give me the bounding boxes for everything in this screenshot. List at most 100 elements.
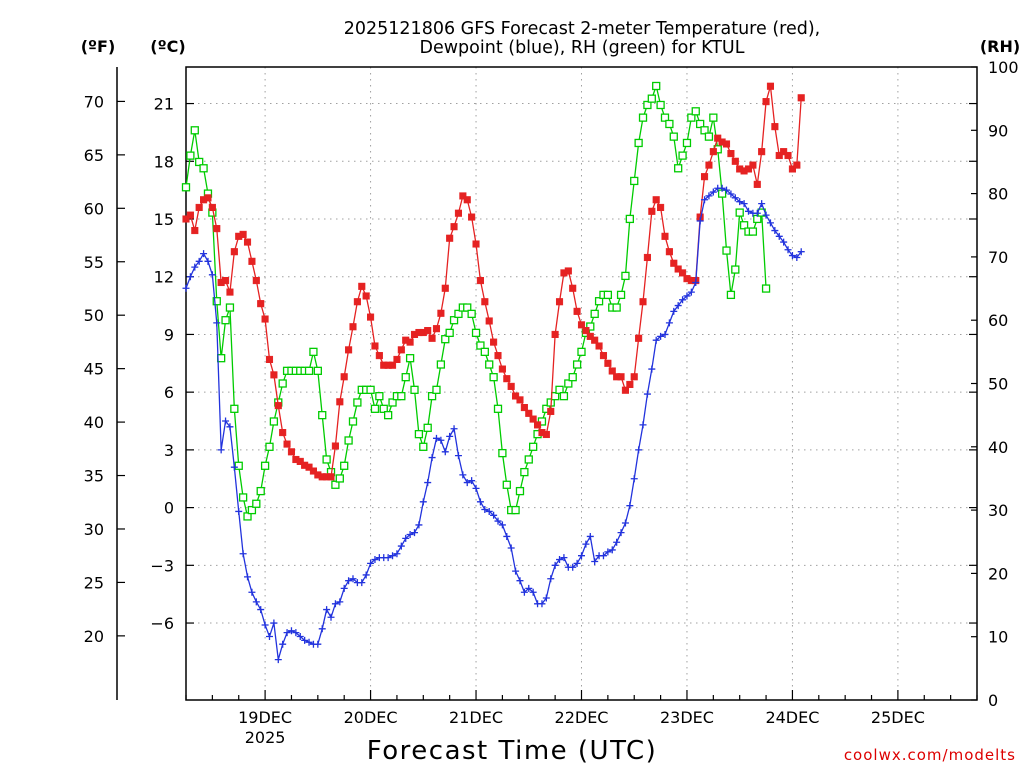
dewpoint-point bbox=[226, 423, 234, 431]
dewpoint-point bbox=[389, 552, 397, 560]
rh-point bbox=[485, 360, 494, 369]
fahrenheit-tick-label: 25 bbox=[84, 573, 104, 592]
dewpoint-point bbox=[771, 227, 779, 235]
rh-point bbox=[761, 284, 771, 293]
rh-point bbox=[564, 379, 573, 388]
rh-point bbox=[700, 126, 709, 135]
temperature-point bbox=[182, 215, 190, 223]
fahrenheit-tick-label: 20 bbox=[84, 627, 104, 646]
rh-point bbox=[656, 100, 665, 110]
rh-point bbox=[493, 404, 503, 413]
temperature-point bbox=[222, 277, 230, 285]
temperature-point bbox=[547, 407, 555, 415]
dewpoint-point bbox=[239, 550, 247, 558]
rh-point bbox=[379, 404, 388, 413]
x-tick-label: 25DEC bbox=[871, 708, 925, 727]
temperature-point bbox=[661, 232, 669, 240]
dewpoint-point bbox=[463, 479, 471, 487]
temperature-point bbox=[397, 346, 405, 354]
dewpoint-point bbox=[718, 184, 726, 192]
temperature-point bbox=[749, 161, 757, 169]
rh-point bbox=[467, 309, 476, 319]
temperature-point bbox=[349, 323, 357, 331]
rh-point bbox=[682, 138, 692, 148]
rh-point bbox=[731, 265, 740, 274]
celsius-tick-label: 18 bbox=[154, 152, 174, 171]
temperature-point bbox=[652, 196, 660, 204]
dewpoint-point bbox=[661, 330, 669, 338]
dewpoint-point bbox=[723, 186, 731, 194]
dewpoint-point bbox=[402, 534, 410, 542]
temperature-point bbox=[569, 284, 577, 292]
dewpoint-point bbox=[498, 521, 506, 529]
temperature-point bbox=[630, 373, 638, 381]
temperature-point bbox=[252, 277, 260, 285]
rh-point bbox=[383, 410, 393, 420]
dewpoint-point bbox=[727, 190, 735, 198]
rh-point bbox=[260, 461, 270, 470]
rh-point bbox=[212, 297, 221, 306]
temperature-point bbox=[485, 317, 493, 325]
dewpoint-point bbox=[296, 633, 304, 641]
dewpoint-point bbox=[191, 263, 199, 271]
rh-point bbox=[304, 366, 314, 375]
dewpoint-point bbox=[468, 477, 476, 485]
dewpoint-point bbox=[213, 319, 221, 327]
dewpoint-point bbox=[200, 250, 208, 258]
dewpoint-point bbox=[740, 200, 748, 208]
temperature-point bbox=[608, 367, 616, 375]
dewpoint-point bbox=[538, 600, 546, 608]
x-tick-label: 23DEC bbox=[660, 708, 714, 727]
dewpoint-point bbox=[454, 452, 462, 460]
temperature-point bbox=[358, 282, 366, 290]
temperature-point bbox=[766, 82, 775, 90]
dewpoint-point bbox=[318, 625, 326, 633]
rh-tick-label: 100 bbox=[988, 58, 1019, 77]
dewpoint-point bbox=[208, 271, 216, 279]
rh-point bbox=[616, 290, 626, 300]
dewpoint-point bbox=[331, 600, 339, 608]
temperature-point bbox=[393, 355, 401, 363]
rh-point bbox=[366, 385, 375, 394]
dewpoint-point bbox=[617, 529, 625, 537]
temperature-point bbox=[345, 346, 353, 354]
rh-point bbox=[247, 505, 257, 515]
axes: −6−3036912151821202530354045505560657001… bbox=[84, 58, 1019, 747]
dewpoint-point bbox=[459, 471, 467, 479]
dewpoint-point bbox=[494, 517, 502, 525]
temperature-point bbox=[459, 192, 467, 200]
dewpoint-point bbox=[569, 563, 577, 571]
rh-point bbox=[225, 303, 235, 312]
dewpoint-point bbox=[608, 546, 616, 554]
temperature-point bbox=[406, 338, 414, 346]
temperature-point bbox=[472, 240, 480, 248]
temperature-point bbox=[446, 234, 454, 242]
rh-unit-label: (RH) bbox=[980, 37, 1020, 56]
rh-point bbox=[256, 486, 265, 496]
rh-point bbox=[515, 486, 525, 496]
temperature-point bbox=[468, 213, 476, 221]
dewpoint-point bbox=[582, 540, 590, 548]
temperature-point bbox=[529, 415, 537, 423]
temperature-point bbox=[700, 173, 709, 181]
rh-point bbox=[643, 100, 652, 110]
rh-point bbox=[423, 423, 432, 432]
temperature-point bbox=[780, 148, 788, 156]
celsius-tick-label: 6 bbox=[164, 383, 174, 402]
rh-point bbox=[401, 373, 410, 382]
temperature-point bbox=[230, 248, 238, 256]
rh-point bbox=[722, 246, 731, 255]
dewpoint-point bbox=[683, 292, 691, 300]
temperature-point bbox=[762, 98, 770, 106]
temperature-point bbox=[371, 342, 379, 350]
temperature-point bbox=[657, 203, 665, 212]
temperature-point bbox=[305, 463, 313, 471]
temperature-point bbox=[226, 288, 234, 296]
dewpoint-point bbox=[182, 284, 190, 292]
dewpoint-point bbox=[591, 557, 599, 565]
dewpoint-point bbox=[345, 577, 353, 585]
dewpoint-point bbox=[323, 606, 331, 614]
dewpoint-point bbox=[793, 253, 801, 261]
watermark-text: coolwx.com/modelts bbox=[844, 746, 1016, 764]
dewpoint-point bbox=[780, 238, 788, 246]
